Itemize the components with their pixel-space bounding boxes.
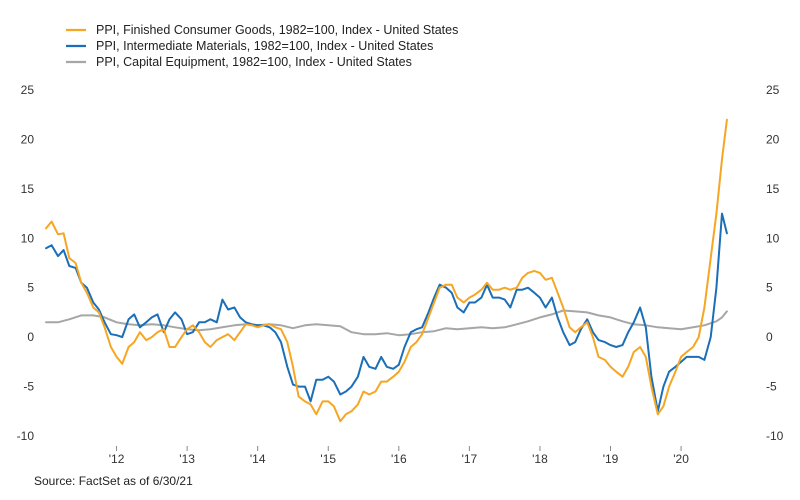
- source-note: Source: FactSet as of 6/30/21: [34, 474, 193, 488]
- y-axis-left: 25 20 15 10 5 0 -5 -10: [17, 83, 35, 443]
- y-tick-label-right: 20: [766, 132, 780, 146]
- y-tick-label-left: -5: [23, 380, 34, 394]
- x-tick-label: '12: [109, 452, 125, 466]
- series-line-2: [45, 212, 728, 413]
- y-tick-label-left: 0: [27, 330, 34, 344]
- x-tick-label: '17: [462, 452, 478, 466]
- y-tick-label-left: 10: [21, 231, 35, 245]
- y-axis-right: 25 20 15 10 5 0 -5 -10: [766, 83, 784, 443]
- legend: PPI, Finished Consumer Goods, 1982=100, …: [66, 23, 458, 69]
- y-tick-label-right: 5: [766, 281, 773, 295]
- y-tick-label-left: 25: [21, 83, 35, 97]
- y-tick-label-left: 5: [27, 281, 34, 295]
- y-tick-label-right: -10: [766, 429, 784, 443]
- plot-area: [45, 118, 728, 423]
- y-tick-label-right: 0: [766, 330, 773, 344]
- x-tick-label: '20: [673, 452, 689, 466]
- legend-label: PPI, Capital Equipment, 1982=100, Index …: [96, 55, 412, 69]
- x-axis: '12 '13 '14 '15 '16 '17 '18 '19 '20: [109, 446, 689, 466]
- series-line-1: [45, 118, 728, 423]
- x-tick-label: '14: [250, 452, 266, 466]
- y-tick-label-right: -5: [766, 380, 777, 394]
- x-tick-label: '13: [179, 452, 195, 466]
- y-tick-label-left: 15: [21, 182, 35, 196]
- legend-label: PPI, Finished Consumer Goods, 1982=100, …: [96, 23, 458, 37]
- y-tick-label-right: 10: [766, 231, 780, 245]
- x-tick-label: '18: [532, 452, 548, 466]
- x-tick-label: '15: [320, 452, 336, 466]
- y-tick-label-left: 20: [21, 132, 35, 146]
- y-tick-label-left: -10: [17, 429, 35, 443]
- series-line-3: [45, 309, 728, 337]
- y-tick-label-right: 15: [766, 182, 780, 196]
- x-tick-label: '16: [391, 452, 407, 466]
- x-tick-label: '19: [603, 452, 619, 466]
- y-tick-label-right: 25: [766, 83, 780, 97]
- legend-label: PPI, Intermediate Materials, 1982=100, I…: [96, 39, 433, 53]
